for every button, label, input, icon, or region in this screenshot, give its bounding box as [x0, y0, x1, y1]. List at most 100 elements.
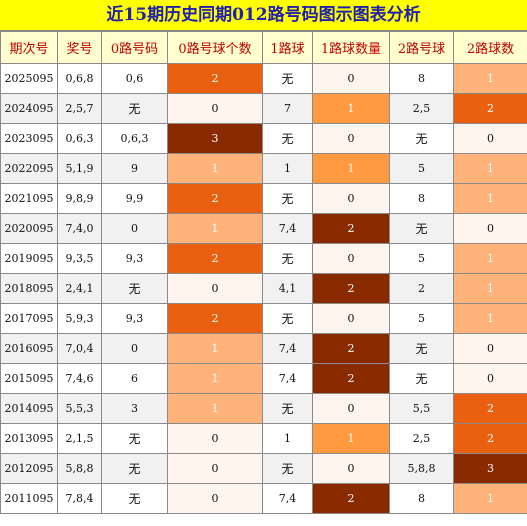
zero-numbers-cell: 3 — [101, 393, 168, 424]
two-count-cell: 1 — [453, 63, 527, 94]
one-count-cell: 1 — [312, 423, 390, 454]
table-row: 2023095 0,6,3 0,6,3 3 无 0 无 0 — [0, 123, 527, 154]
one-count-cell: 0 — [312, 453, 390, 484]
period-cell: 2014095 — [0, 393, 58, 424]
period-cell: 2021095 — [0, 183, 58, 214]
two-numbers-cell: 无 — [389, 333, 454, 364]
one-numbers-cell: 无 — [262, 243, 313, 274]
zero-numbers-cell: 0 — [101, 213, 168, 244]
one-count-cell: 2 — [312, 273, 390, 304]
one-count-cell: 1 — [312, 93, 390, 124]
zero-numbers-cell: 无 — [101, 453, 168, 484]
period-cell: 2015095 — [0, 363, 58, 394]
one-numbers-cell: 无 — [262, 303, 313, 334]
one-numbers-cell: 7 — [262, 93, 313, 124]
header-row: 期次号 奖号 0路号码 0路号球个数 1路球 1路球数量 2路号球 2路球数 — [0, 31, 527, 64]
one-count-cell: 0 — [312, 63, 390, 94]
two-numbers-cell: 无 — [389, 363, 454, 394]
one-count-cell: 2 — [312, 213, 390, 244]
draw-cell: 5,1,9 — [57, 153, 102, 184]
draw-cell: 2,5,7 — [57, 93, 102, 124]
zero-count-cell: 0 — [167, 423, 263, 454]
one-numbers-cell: 7,4 — [262, 333, 313, 364]
two-numbers-cell: 8 — [389, 183, 454, 214]
period-cell: 2017095 — [0, 303, 58, 334]
one-count-cell: 2 — [312, 483, 390, 514]
zero-numbers-cell: 6 — [101, 363, 168, 394]
header-zero-numbers: 0路号码 — [101, 31, 168, 64]
header-draw: 奖号 — [57, 31, 102, 64]
zero-count-cell: 0 — [167, 93, 263, 124]
two-numbers-cell: 2 — [389, 273, 454, 304]
draw-cell: 5,5,3 — [57, 393, 102, 424]
header-one-count: 1路球数量 — [312, 31, 390, 64]
zero-numbers-cell: 0,6,3 — [101, 123, 168, 154]
period-cell: 2011095 — [0, 483, 58, 514]
table-row: 2018095 2,4,1 无 0 4,1 2 2 1 — [0, 273, 527, 304]
two-numbers-cell: 2,5 — [389, 93, 454, 124]
zero-count-cell: 2 — [167, 63, 263, 94]
two-count-cell: 1 — [453, 243, 527, 274]
period-cell: 2013095 — [0, 423, 58, 454]
two-numbers-cell: 2,5 — [389, 423, 454, 454]
header-zero-count: 0路号球个数 — [167, 31, 263, 64]
one-numbers-cell: 1 — [262, 423, 313, 454]
period-cell: 2020095 — [0, 213, 58, 244]
draw-cell: 2,4,1 — [57, 273, 102, 304]
one-count-cell: 2 — [312, 333, 390, 364]
zero-count-cell: 0 — [167, 273, 263, 304]
zero-count-cell: 1 — [167, 153, 263, 184]
one-numbers-cell: 4,1 — [262, 273, 313, 304]
period-cell: 2016095 — [0, 333, 58, 364]
header-one-numbers: 1路球 — [262, 31, 313, 64]
two-count-cell: 2 — [453, 393, 527, 424]
draw-cell: 0,6,8 — [57, 63, 102, 94]
header-two-count: 2路球数 — [453, 31, 527, 64]
one-count-cell: 0 — [312, 393, 390, 424]
two-count-cell: 1 — [453, 273, 527, 304]
period-cell: 2023095 — [0, 123, 58, 154]
zero-count-cell: 0 — [167, 483, 263, 514]
draw-cell: 5,8,8 — [57, 453, 102, 484]
draw-cell: 2,1,5 — [57, 423, 102, 454]
table-row: 2025095 0,6,8 0,6 2 无 0 8 1 — [0, 63, 527, 94]
page-title: 近15期历史同期012路号码图示图表分析 — [0, 0, 527, 31]
period-cell: 2018095 — [0, 273, 58, 304]
one-count-cell: 2 — [312, 363, 390, 394]
period-cell: 2022095 — [0, 153, 58, 184]
zero-count-cell: 1 — [167, 363, 263, 394]
table-row: 2012095 5,8,8 无 0 无 0 5,8,8 3 — [0, 453, 527, 484]
table-row: 2021095 9,8,9 9,9 2 无 0 8 1 — [0, 183, 527, 214]
two-count-cell: 0 — [453, 123, 527, 154]
zero-numbers-cell: 无 — [101, 423, 168, 454]
two-count-cell: 0 — [453, 363, 527, 394]
one-numbers-cell: 无 — [262, 183, 313, 214]
two-count-cell: 0 — [453, 333, 527, 364]
draw-cell: 5,9,3 — [57, 303, 102, 334]
zero-numbers-cell: 9,9 — [101, 183, 168, 214]
one-numbers-cell: 7,4 — [262, 483, 313, 514]
draw-cell: 7,4,0 — [57, 213, 102, 244]
table-row: 2013095 2,1,5 无 0 1 1 2,5 2 — [0, 423, 527, 454]
period-cell: 2012095 — [0, 453, 58, 484]
one-numbers-cell: 无 — [262, 123, 313, 154]
analysis-table: 期次号 奖号 0路号码 0路号球个数 1路球 1路球数量 2路号球 2路球数 2… — [0, 31, 527, 514]
header-period: 期次号 — [0, 31, 58, 64]
table-row: 2015095 7,4,6 6 1 7,4 2 无 0 — [0, 363, 527, 394]
one-numbers-cell: 7,4 — [262, 363, 313, 394]
two-numbers-cell: 5 — [389, 303, 454, 334]
two-count-cell: 2 — [453, 93, 527, 124]
two-numbers-cell: 5,8,8 — [389, 453, 454, 484]
table-row: 2022095 5,1,9 9 1 1 1 5 1 — [0, 153, 527, 184]
draw-cell: 7,8,4 — [57, 483, 102, 514]
table-row: 2011095 7,8,4 无 0 7,4 2 8 1 — [0, 483, 527, 514]
one-numbers-cell: 1 — [262, 153, 313, 184]
two-count-cell: 3 — [453, 453, 527, 484]
two-count-cell: 1 — [453, 483, 527, 514]
zero-numbers-cell: 无 — [101, 273, 168, 304]
two-count-cell: 2 — [453, 423, 527, 454]
table-row: 2020095 7,4,0 0 1 7,4 2 无 0 — [0, 213, 527, 244]
zero-count-cell: 1 — [167, 213, 263, 244]
two-count-cell: 1 — [453, 153, 527, 184]
table-row: 2016095 7,0,4 0 1 7,4 2 无 0 — [0, 333, 527, 364]
